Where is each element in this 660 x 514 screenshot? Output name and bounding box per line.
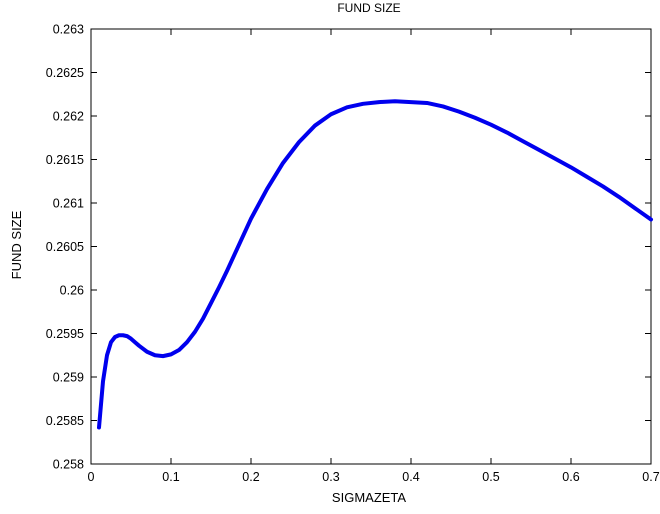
y-tick-label: 0.2595	[46, 327, 84, 341]
y-tick-label: 0.259	[53, 371, 84, 385]
x-tick-label: 0.7	[642, 470, 659, 484]
y-tick-label: 0.262	[53, 110, 84, 124]
x-tick-label: 0.2	[242, 470, 259, 484]
x-axis-ticks: 0 0.1 0.2 0.3 0.4 0.5 0.6 0.7	[88, 29, 660, 484]
y-tick-label: 0.26	[60, 284, 84, 298]
y-tick-label: 0.2605	[46, 240, 84, 254]
y-tick-label: 0.2615	[46, 153, 84, 167]
x-tick-label: 0.3	[322, 470, 339, 484]
x-tick-label: 0.1	[162, 470, 179, 484]
y-axis-ticks: 0.258 0.2585 0.259 0.2595 0.26 0.2605 0.261 0.2…	[46, 23, 651, 472]
series-group	[97, 99, 653, 430]
y-tick-label: 0.2625	[46, 66, 84, 80]
x-tick-label: 0	[88, 470, 95, 484]
y-tick-label: 0.261	[53, 197, 84, 211]
y-tick-label: 0.258	[53, 458, 84, 472]
x-axis-label: SIGMAZETA	[332, 490, 406, 505]
y-axis-label: FUND SIZE	[9, 210, 24, 279]
x-tick-label: 0.4	[402, 470, 419, 484]
chart-title: FUND SIZE	[337, 1, 400, 15]
series-line	[97, 99, 653, 430]
x-tick-label: 0.5	[482, 470, 499, 484]
y-tick-label: 0.263	[53, 23, 84, 37]
y-tick-label: 0.2585	[46, 414, 84, 428]
x-tick-label: 0.6	[562, 470, 579, 484]
